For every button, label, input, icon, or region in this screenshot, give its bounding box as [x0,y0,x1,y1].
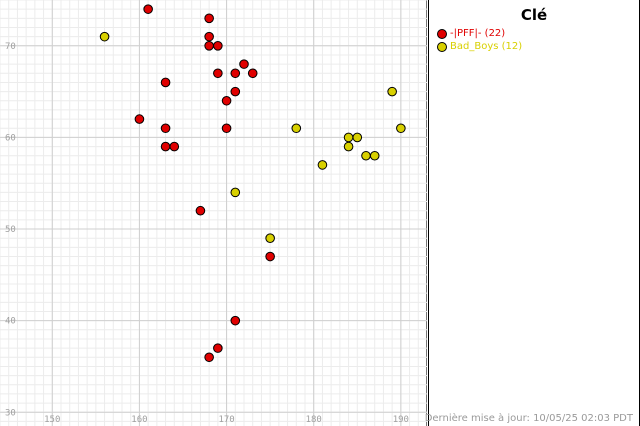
y-tick-label: 40 [5,317,16,327]
legend-panel: Clé -|PFF|- (22) Bad_Boys (12) Dernière … [424,0,640,426]
x-tick-label: 160 [131,415,147,425]
legend-label: -|PFF|- (22) [450,28,506,39]
point-bad-boys [343,132,354,143]
point-pff [213,343,223,353]
point-pff [247,68,258,79]
point-pff [221,123,232,134]
legend-marker-icon [437,28,447,39]
point-bad-boys [265,233,275,243]
point-bad-boys [291,123,302,134]
x-tick-label: 190 [393,415,409,425]
legend-label: Bad_Boys (12) [450,41,523,52]
tick-labels: 150 160 170 180 190 30 40 50 60 70 [5,42,409,425]
point-bad-boys [343,141,354,152]
point-pff [265,251,275,262]
data-points [99,4,406,363]
point-bad-boys [369,150,380,161]
point-pff [143,4,153,14]
point-pff [160,141,171,152]
point-pff [230,68,241,79]
point-pff [204,41,214,51]
point-pff [204,31,214,42]
y-tick-label: 60 [5,133,16,143]
legend-title: Clé [520,6,548,24]
legend-item-bad-boys: Bad_Boys (12) [437,40,522,53]
y-tick-label: 70 [5,42,16,52]
point-pff [160,77,171,88]
point-pff [134,114,145,124]
point-pff [230,86,241,97]
point-pff [221,95,232,106]
point-bad-boys [396,123,406,134]
point-pff [213,68,223,79]
point-bad-boys [317,160,328,170]
point-pff [204,352,214,363]
last-updated-note: Dernière mise à jour: 10/05/25 02:03 PDT [424,413,633,424]
point-pff [160,123,171,134]
minor-grid [0,0,427,426]
point-bad-boys [352,132,363,143]
y-tick-label: 30 [5,408,16,418]
point-bad-boys [99,31,110,42]
point-pff [230,315,241,326]
x-tick-label: 180 [306,415,322,425]
point-pff [204,13,214,24]
scatter-plot: 150 160 170 180 190 30 40 50 60 70 [0,0,427,426]
plot-panel: 150 160 170 180 190 30 40 50 60 70 [0,0,427,426]
point-pff [169,141,180,152]
point-bad-boys [230,187,241,198]
point-bad-boys [361,150,371,161]
y-tick-label: 50 [5,225,16,235]
x-tick-label: 170 [218,415,234,425]
legend-marker-icon [437,41,447,52]
x-tick-label: 150 [44,415,60,425]
point-bad-boys [387,86,397,97]
point-pff [195,205,206,216]
point-pff [213,41,223,51]
legend-item-pff: -|PFF|- (22) [437,27,505,40]
point-pff [239,59,249,69]
